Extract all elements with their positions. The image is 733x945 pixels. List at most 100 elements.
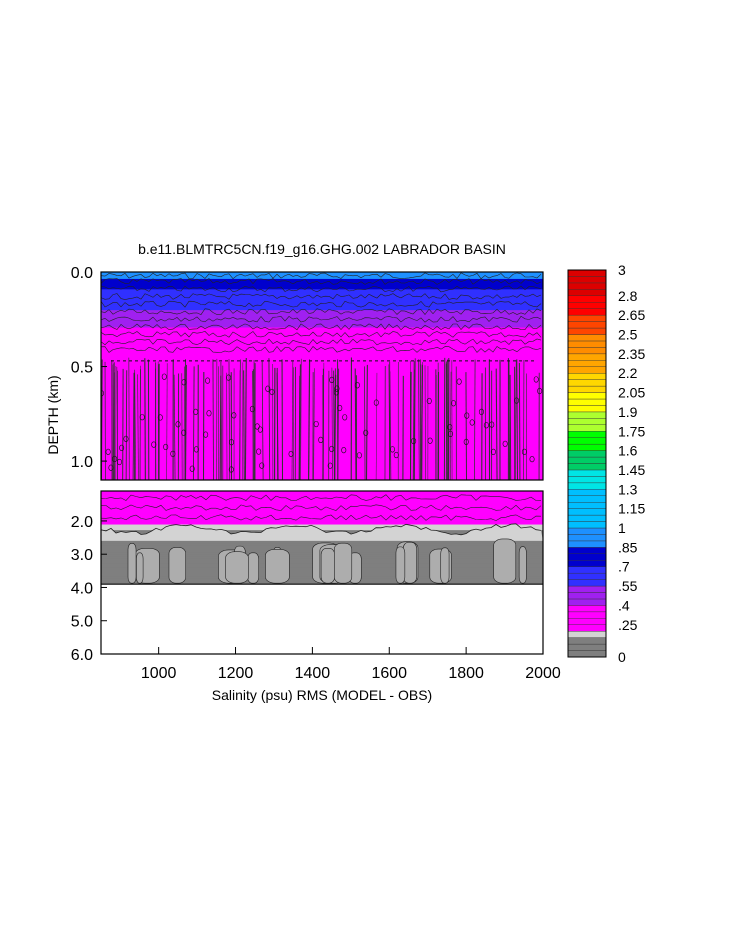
colorbar-segment	[567, 385, 607, 393]
colorbar-segment	[567, 540, 607, 548]
colorbar-segment	[567, 631, 607, 638]
colorbar-label: 1	[618, 520, 626, 536]
colorbar-segment	[567, 456, 607, 464]
y-axis-lower: 2.0 3.0 4.0 5.0 6.0	[71, 514, 107, 664]
y-axis-label: DEPTH (km)	[45, 375, 61, 454]
colorbar-segment	[567, 353, 607, 361]
x-tick-label: 1000	[141, 665, 177, 682]
x-tick-label: 1400	[295, 665, 331, 682]
colorbar-label: 0	[618, 649, 626, 665]
colorbar-segment	[567, 508, 607, 516]
y-tick-label-lower: 2.0	[71, 514, 93, 531]
colorbar-segment	[567, 269, 607, 277]
x-tick-label: 1600	[371, 665, 407, 682]
y-tick-label-lower: 4.0	[71, 580, 93, 597]
x-tick-label: 2000	[525, 665, 561, 682]
y-tick-label-upper: 1.0	[71, 454, 93, 471]
colorbar-label: 2.2	[618, 365, 638, 381]
colorbar-segment	[567, 411, 607, 419]
colorbar-segment	[567, 502, 607, 509]
colorbar-segment	[567, 469, 607, 477]
colorbar-segment	[567, 521, 607, 529]
colorbar-segment	[567, 624, 607, 632]
colorbar-label: 1.6	[618, 443, 638, 459]
y-tick-label-lower: 6.0	[71, 647, 93, 664]
upper-panel	[100, 271, 544, 481]
colorbar-segment	[567, 314, 607, 322]
colorbar-label: 1.15	[618, 501, 645, 517]
colorbar-segment	[567, 553, 607, 561]
colorbar-segment	[567, 527, 607, 535]
colorbar-segment	[567, 514, 607, 522]
colorbar-segment	[567, 489, 607, 496]
colorbar-label: 1.3	[618, 481, 638, 497]
x-axis: 1000 1200 1400 1600 1800 2000	[141, 647, 561, 682]
colorbar-segment	[567, 334, 607, 342]
colorbar-segment	[567, 495, 607, 503]
colorbar-segment	[567, 650, 607, 658]
y-tick-label-upper: 0.0	[71, 265, 93, 282]
colorbar-segment	[567, 379, 607, 387]
colorbar-segment	[567, 327, 607, 335]
colorbar-segment	[567, 534, 607, 542]
colorbar-label: .4	[618, 597, 630, 613]
colorbar: 3 2.8 2.65 2.5 2.35 2.2 2.05 1.9 1.75 1.6 1.45 1.3 1…	[567, 262, 645, 665]
colorbar-segment	[567, 276, 607, 284]
x-tick-label: 1800	[448, 665, 484, 682]
colorbar-segment	[567, 282, 607, 290]
colorbar-label: 2.65	[618, 307, 645, 323]
colorbar-label: 1.9	[618, 404, 638, 420]
colorbar-segment	[567, 302, 607, 309]
colorbar-label: 1.75	[618, 423, 645, 439]
y-tick-label-lower: 5.0	[71, 614, 93, 631]
colorbar-label: 2.5	[618, 327, 638, 343]
colorbar-segment	[567, 366, 607, 374]
colorbar-segment	[567, 373, 607, 380]
colorbar-segment	[567, 618, 607, 625]
colorbar-label: 2.05	[618, 385, 645, 401]
colorbar-segment	[567, 476, 607, 484]
lower-panel	[100, 490, 544, 655]
colorbar-label: .85	[618, 539, 638, 555]
colorbar-segment	[567, 289, 607, 297]
colorbar-label: .55	[618, 578, 638, 594]
colorbar-segment	[567, 643, 607, 651]
colorbar-segment	[567, 398, 607, 406]
colorbar-segment	[567, 308, 607, 316]
x-tick-label: 1200	[218, 665, 254, 682]
colorbar-segment	[567, 547, 607, 554]
colorbar-segment	[567, 463, 607, 471]
colorbar-segment	[567, 560, 607, 567]
colorbar-label: 1.45	[618, 462, 645, 478]
y-tick-label-upper: 0.5	[71, 360, 93, 377]
colorbar-segment	[567, 295, 607, 303]
colorbar-segment	[567, 579, 607, 587]
colorbar-segment	[567, 611, 607, 619]
colorbar-segment	[567, 418, 607, 426]
y-axis-upper: 0.0 0.5 1.0	[71, 265, 107, 471]
colorbar-segment	[567, 392, 607, 400]
colorbar-segment	[567, 321, 607, 329]
colorbar-segment	[567, 482, 607, 490]
colorbar-label: 3	[618, 262, 626, 278]
colorbar-segment	[567, 431, 607, 438]
colorbar-segment	[567, 637, 607, 645]
colorbar-segment	[567, 605, 607, 613]
colorbar-label: 2.35	[618, 346, 645, 362]
colorbar-segment	[567, 424, 607, 432]
colorbar-label: .25	[618, 617, 638, 633]
colorbar-segment	[567, 347, 607, 355]
colorbar-segment	[567, 443, 607, 451]
colorbar-segment	[567, 405, 607, 413]
colorbar-label: 2.8	[618, 288, 638, 304]
colorbar-segment	[567, 572, 607, 580]
y-tick-label-lower: 3.0	[71, 547, 93, 564]
colorbar-segment	[567, 340, 607, 348]
colorbar-segment	[567, 566, 607, 574]
colorbar-segment	[567, 592, 607, 600]
colorbar-label: .7	[618, 559, 630, 575]
colorbar-segment	[567, 437, 607, 445]
colorbar-segment	[567, 360, 607, 367]
colorbar-segment	[567, 450, 607, 458]
